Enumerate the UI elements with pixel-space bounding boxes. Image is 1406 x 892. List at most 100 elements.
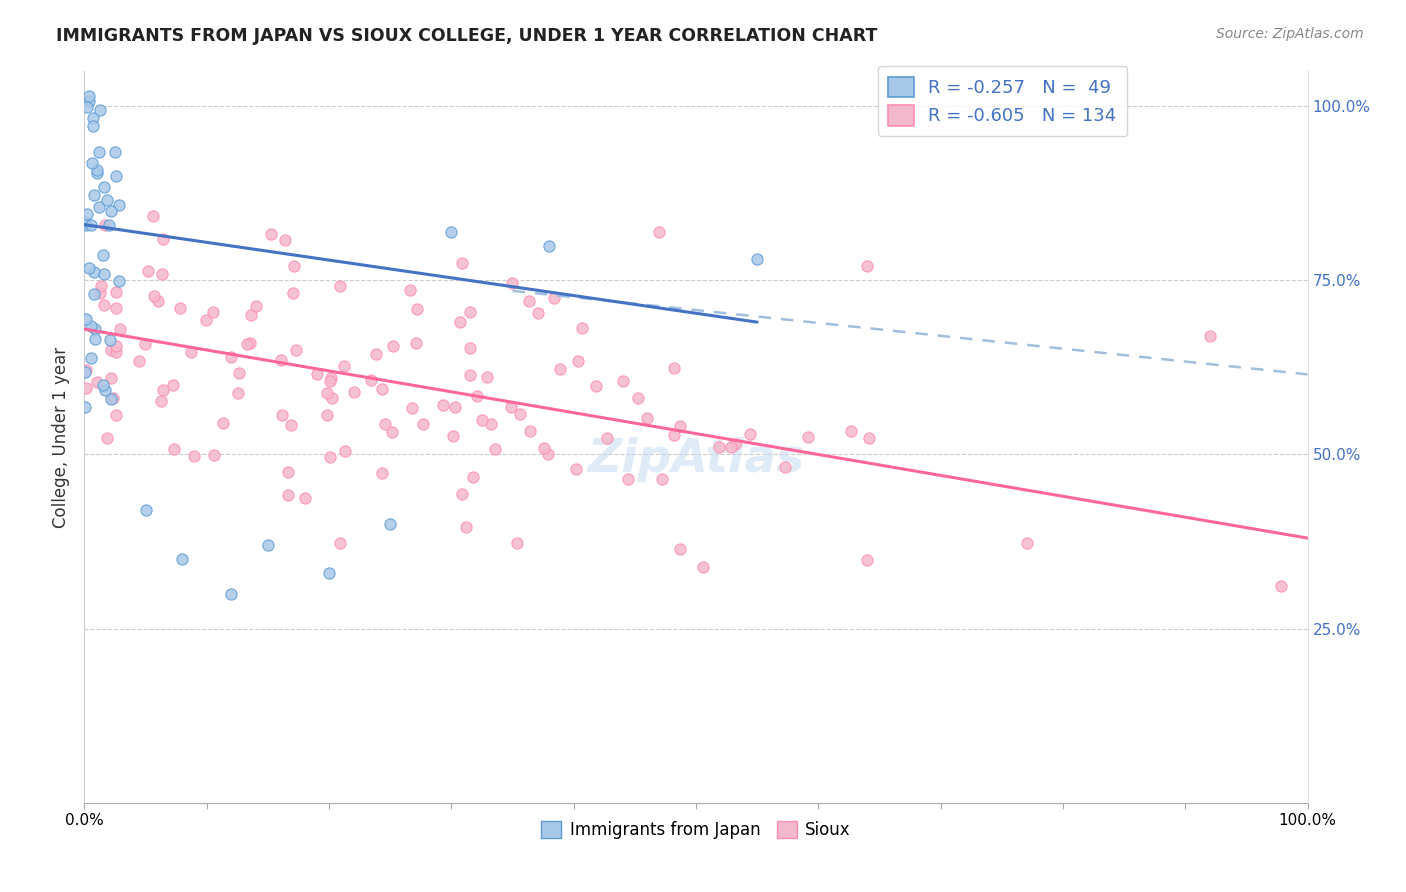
- Point: [374, 417, 396, 431]
- Point: [96, 431, 118, 445]
- Point: [319, 374, 342, 388]
- Point: [283, 286, 305, 301]
- Point: [596, 431, 619, 445]
- Point: [796, 430, 818, 444]
- Point: [501, 401, 523, 415]
- Point: [1270, 579, 1292, 593]
- Point: [451, 487, 474, 501]
- Point: [100, 371, 122, 385]
- Point: [463, 470, 485, 484]
- Point: [467, 389, 489, 403]
- Point: [105, 169, 128, 183]
- Point: [136, 264, 159, 278]
- Point: [104, 409, 127, 423]
- Point: [360, 373, 382, 387]
- Point: [89, 103, 111, 117]
- Point: [856, 553, 879, 567]
- Point: [96, 193, 118, 207]
- Point: [172, 552, 194, 566]
- Point: [329, 279, 352, 293]
- Point: [219, 350, 242, 364]
- Point: [83, 287, 105, 301]
- Point: [86, 166, 108, 180]
- Point: [105, 345, 128, 359]
- Point: [839, 424, 862, 438]
- Point: [75, 362, 97, 376]
- Point: [458, 305, 481, 319]
- Point: [128, 354, 150, 368]
- Point: [517, 293, 540, 308]
- Text: Source: ZipAtlas.com: Source: ZipAtlas.com: [1216, 27, 1364, 41]
- Point: [471, 412, 494, 426]
- Text: ZipAtlas: ZipAtlas: [588, 436, 804, 482]
- Point: [548, 362, 571, 376]
- Text: IMMIGRANTS FROM JAPAN VS SIOUX COLLEGE, UNDER 1 YEAR CORRELATION CHART: IMMIGRANTS FROM JAPAN VS SIOUX COLLEGE, …: [56, 27, 877, 45]
- Point: [183, 449, 205, 463]
- Point: [76, 100, 98, 114]
- Point: [321, 392, 343, 406]
- Point: [75, 400, 97, 414]
- Point: [371, 383, 394, 397]
- Point: [152, 383, 174, 397]
- Point: [475, 370, 498, 384]
- Point: [236, 337, 259, 351]
- Point: [543, 291, 565, 305]
- Point: [321, 371, 343, 385]
- Point: [94, 383, 117, 397]
- Point: [662, 360, 685, 375]
- Point: [219, 587, 242, 601]
- Point: [260, 227, 283, 241]
- Point: [636, 411, 658, 425]
- Point: [366, 347, 388, 361]
- Point: [669, 419, 692, 434]
- Point: [856, 260, 879, 274]
- Point: [77, 89, 100, 103]
- Point: [519, 424, 541, 438]
- Point: [163, 442, 186, 456]
- Point: [108, 198, 131, 212]
- Point: [724, 437, 747, 451]
- Point: [75, 381, 97, 395]
- Point: [627, 391, 650, 405]
- Point: [270, 408, 292, 422]
- Point: [315, 408, 337, 422]
- Point: [571, 321, 593, 335]
- Point: [449, 315, 471, 329]
- Point: [277, 488, 299, 502]
- Point: [501, 276, 523, 290]
- Point: [89, 200, 111, 214]
- Point: [134, 336, 156, 351]
- Point: [458, 341, 481, 355]
- Point: [80, 318, 103, 333]
- Point: [651, 472, 673, 486]
- Point: [83, 332, 105, 346]
- Point: [412, 417, 434, 431]
- Point: [150, 393, 173, 408]
- Point: [371, 466, 394, 480]
- Point: [707, 440, 730, 454]
- Point: [228, 366, 250, 380]
- Legend: Immigrants from Japan, Sioux: Immigrants from Japan, Sioux: [534, 814, 858, 846]
- Point: [108, 274, 131, 288]
- Point: [86, 376, 108, 390]
- Point: [294, 491, 316, 505]
- Point: [93, 179, 115, 194]
- Point: [86, 163, 108, 178]
- Point: [773, 459, 796, 474]
- Point: [401, 401, 423, 415]
- Point: [75, 218, 97, 232]
- Point: [100, 204, 122, 219]
- Point: [82, 111, 104, 125]
- Point: [150, 268, 173, 282]
- Point: [692, 559, 714, 574]
- Point: [240, 308, 263, 322]
- Point: [91, 378, 114, 392]
- Point: [82, 120, 104, 134]
- Point: [202, 305, 225, 319]
- Point: [616, 472, 638, 486]
- Point: [73, 365, 96, 379]
- Point: [283, 260, 305, 274]
- Point: [162, 378, 184, 392]
- Point: [245, 299, 267, 313]
- Point: [257, 538, 280, 552]
